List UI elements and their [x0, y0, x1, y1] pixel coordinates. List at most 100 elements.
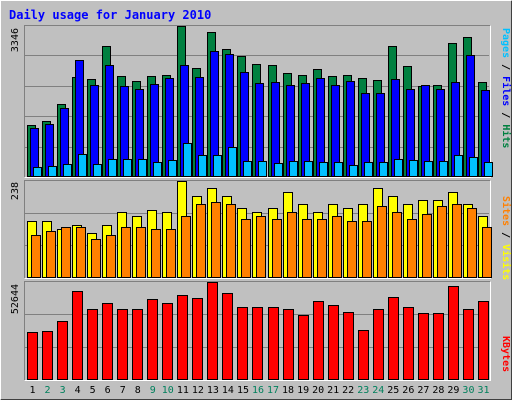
day-label-4: 4 — [75, 385, 81, 396]
bar-kbytes-day-21 — [328, 305, 339, 380]
bar-pages-day-29 — [454, 155, 463, 177]
bar-sites-day-20 — [317, 219, 327, 278]
panel3-max-label: 52644 — [10, 284, 21, 314]
legend-sep-1: / — [500, 58, 511, 76]
bar-kbytes-day-27 — [418, 313, 429, 380]
bar-pages-day-20 — [319, 162, 328, 177]
bar-kbytes-day-23 — [358, 330, 369, 380]
bar-kbytes-day-3 — [57, 321, 68, 380]
day-label-30: 30 — [462, 385, 474, 396]
legend-files: Files — [500, 76, 512, 106]
bar-kbytes-day-12 — [192, 298, 203, 380]
bar-sites-day-6 — [106, 235, 116, 278]
day-label-21: 21 — [327, 385, 339, 396]
day-label-17: 17 — [267, 385, 279, 396]
legend-sites-visits: Sites / Visits — [500, 196, 512, 280]
bar-pages-day-3 — [63, 164, 72, 177]
bar-kbytes-day-2 — [42, 331, 53, 380]
day-label-14: 14 — [222, 385, 234, 396]
bar-pages-day-1 — [33, 167, 42, 177]
bar-sites-day-3 — [61, 227, 71, 278]
bar-sites-day-10 — [166, 229, 176, 278]
bar-sites-day-31 — [482, 227, 492, 278]
bar-sites-day-30 — [467, 208, 477, 278]
bar-sites-day-8 — [136, 227, 146, 278]
bar-sites-day-23 — [362, 221, 372, 278]
bar-pages-day-16 — [258, 161, 267, 177]
day-label-25: 25 — [387, 385, 399, 396]
bar-kbytes-day-14 — [222, 293, 233, 380]
bar-kbytes-day-17 — [268, 307, 279, 380]
bar-kbytes-day-22 — [343, 312, 354, 380]
bar-sites-day-9 — [151, 229, 161, 278]
legend-visits: Visits — [500, 244, 512, 280]
bar-pages-day-7 — [123, 159, 132, 177]
bar-sites-day-5 — [91, 239, 101, 278]
day-label-19: 19 — [297, 385, 309, 396]
bar-sites-day-25 — [392, 212, 402, 278]
panel3-frame-light — [24, 281, 491, 381]
day-label-16: 16 — [252, 385, 264, 396]
bar-pages-day-6 — [108, 159, 117, 177]
legend-sites: Sites — [500, 196, 512, 226]
bar-sites-day-14 — [226, 204, 236, 278]
bar-sites-day-24 — [377, 206, 387, 278]
bar-kbytes-day-4 — [72, 291, 83, 380]
day-label-23: 23 — [357, 385, 369, 396]
panel1-frame-dark — [24, 25, 491, 178]
bar-sites-day-12 — [196, 204, 206, 278]
bar-pages-day-31 — [484, 162, 493, 177]
day-label-31: 31 — [477, 385, 489, 396]
day-label-13: 13 — [207, 385, 219, 396]
bar-sites-day-18 — [287, 212, 297, 278]
bar-kbytes-day-31 — [478, 301, 489, 380]
day-label-9: 9 — [150, 385, 156, 396]
bar-pages-day-22 — [349, 165, 358, 177]
bar-kbytes-day-28 — [433, 313, 444, 380]
bar-pages-day-13 — [213, 155, 222, 177]
bar-pages-day-30 — [469, 157, 478, 177]
day-label-12: 12 — [192, 385, 204, 396]
bar-pages-day-9 — [153, 162, 162, 177]
bar-sites-day-7 — [121, 227, 131, 278]
bar-kbytes-day-11 — [177, 295, 188, 380]
day-label-27: 27 — [417, 385, 429, 396]
bar-kbytes-day-8 — [132, 309, 143, 380]
bar-files-day-17 — [271, 82, 280, 177]
panel2-frame-dark — [24, 180, 491, 279]
bar-pages-day-26 — [409, 160, 418, 177]
bar-pages-day-8 — [138, 159, 147, 177]
legend-pages-files-hits: Pages / Files / Hits — [500, 28, 512, 148]
bar-kbytes-day-5 — [87, 309, 98, 380]
bar-kbytes-day-30 — [463, 309, 474, 380]
bar-kbytes-day-20 — [313, 301, 324, 380]
bar-pages-day-5 — [93, 164, 102, 177]
bar-kbytes-day-7 — [117, 309, 128, 380]
legend-pages: Pages — [500, 28, 511, 58]
legend-kbytes: KBytes — [500, 336, 511, 372]
day-label-3: 3 — [60, 385, 66, 396]
bar-kbytes-day-25 — [388, 297, 399, 380]
panel1-max-label: 3346 — [10, 28, 21, 52]
panel2-frame-light — [24, 180, 491, 279]
bar-kbytes-day-18 — [283, 309, 294, 380]
day-label-29: 29 — [447, 385, 459, 396]
bar-kbytes-day-10 — [162, 303, 173, 380]
x-axis-day-labels: 1 2 3 4 5 6 7 8 9 10 11 12 13 14 15 16 17 18 19 20 21 22 23 24 2… — [30, 385, 490, 396]
day-label-6: 6 — [105, 385, 111, 396]
day-label-2: 2 — [45, 385, 51, 396]
panel3-frame-dark — [24, 281, 491, 381]
bar-pages-day-21 — [334, 162, 343, 177]
panel2-max-label: 238 — [10, 182, 21, 200]
bar-pages-day-2 — [48, 166, 57, 177]
bar-sites-day-13 — [211, 202, 221, 278]
day-label-22: 22 — [342, 385, 354, 396]
day-label-20: 20 — [312, 385, 324, 396]
bar-pages-day-10 — [168, 160, 177, 177]
panel-visits-sites: 238 — [10, 180, 492, 279]
day-label-18: 18 — [282, 385, 294, 396]
bar-kbytes-day-13 — [207, 282, 218, 380]
bar-pages-day-27 — [424, 161, 433, 177]
